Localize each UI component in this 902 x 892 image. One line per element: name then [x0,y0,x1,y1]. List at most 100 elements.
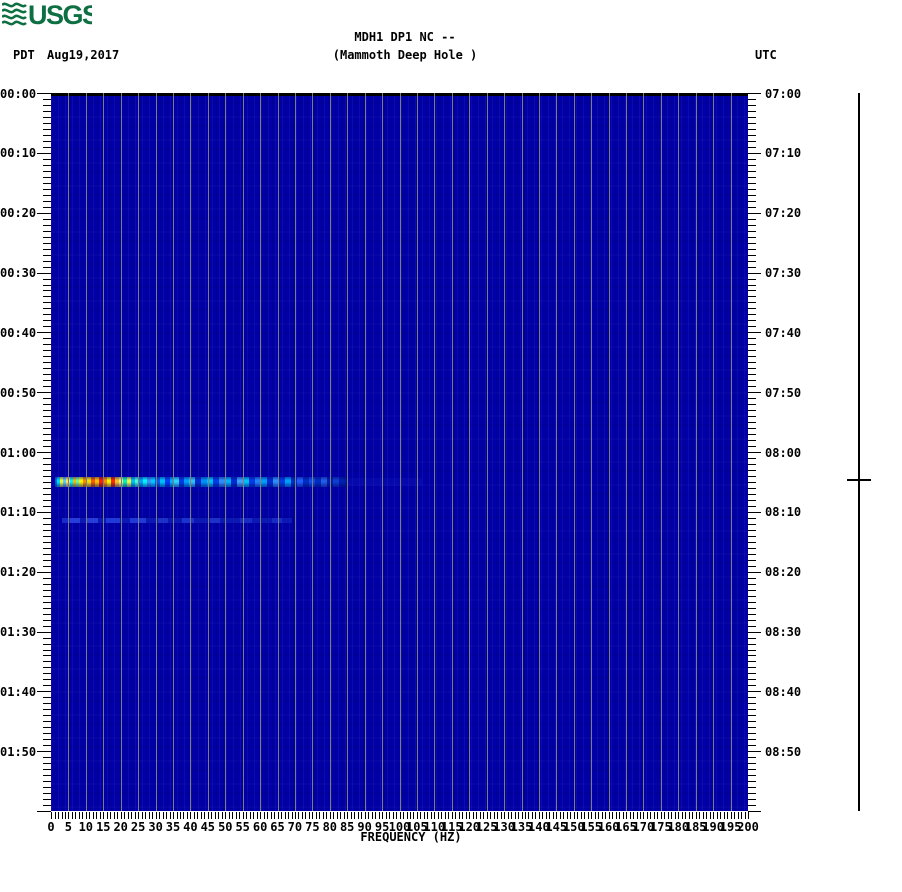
freq-minor-tick [427,812,429,819]
time-minor-tick [43,200,51,202]
time-minor-tick [748,733,756,735]
freq-minor-tick [54,812,56,819]
time-minor-tick [748,523,756,525]
freq-label: 195 [719,820,742,834]
time-minor-tick [748,200,756,202]
date-label: Aug19,2017 [47,48,120,62]
time-major-tick [748,272,761,274]
freq-minor-tick [148,812,150,819]
freq-minor-tick [64,812,66,819]
time-major-tick [748,631,761,633]
time-minor-tick [43,559,51,561]
time-minor-tick [748,667,756,669]
freq-label: 155 [580,820,603,834]
freq-minor-tick [737,812,739,819]
freq-minor-tick [134,812,136,819]
gridline [643,93,645,811]
freq-minor-tick [664,812,666,819]
freq-minor-tick [120,812,122,819]
freq-minor-tick [504,812,506,819]
gridline [260,93,262,811]
freq-minor-tick [155,812,157,819]
freq-label: 130 [493,820,515,834]
time-minor-tick [43,308,51,310]
gridline [695,93,697,811]
right-time-label: 08:30 [765,625,802,639]
right-time-label: 07:00 [765,86,802,101]
time-minor-tick [43,99,51,100]
time-minor-tick [748,481,756,483]
freq-minor-tick [200,812,202,819]
time-minor-tick [43,105,51,106]
time-major-tick [748,212,761,214]
freq-minor-tick [493,812,495,819]
time-major-tick [37,571,51,573]
time-major-tick [37,511,51,513]
freq-minor-tick [267,812,269,819]
freq-label: 75 [305,820,320,834]
time-minor-tick [748,170,756,172]
gridline [138,93,140,811]
time-minor-tick [748,499,756,501]
time-major-tick [37,212,51,214]
time-minor-tick [748,607,756,609]
spectrogram-plot[interactable] [51,93,748,811]
freq-label: 35 [165,820,181,834]
freq-minor-tick [385,812,387,819]
page-title: MDH1 DP1 NC -- [354,30,456,44]
usgs-logo[interactable]: USGS [2,1,92,27]
earthquake-signal-streak [55,477,347,487]
time-minor-tick [43,374,51,376]
scale-bar-event-tick [847,479,871,481]
time-minor-tick [43,727,51,729]
time-major-tick [37,93,51,94]
time-minor-tick [43,673,51,675]
freq-label: 185 [684,820,707,834]
time-minor-tick [748,362,756,364]
time-minor-tick [748,158,756,160]
time-minor-tick [43,464,51,465]
gridline [85,93,87,811]
time-minor-tick [43,290,51,292]
freq-minor-tick [263,812,265,819]
time-minor-tick [748,727,756,729]
time-minor-tick [748,224,756,226]
freq-minor-tick [448,812,450,819]
freq-minor-tick [298,812,300,819]
freq-minor-tick [507,812,509,819]
right-time-label: 07:10 [765,146,802,161]
gridline [538,93,540,811]
timezone-left-label: PDT [13,48,35,62]
time-minor-tick [748,745,756,747]
time-minor-tick [43,230,51,232]
time-minor-tick [43,643,51,645]
freq-label: 0 [47,820,55,834]
time-minor-tick [748,380,756,382]
freq-minor-tick [396,812,397,819]
time-minor-tick [748,787,756,789]
time-major-tick [748,751,761,753]
time-minor-tick [43,356,51,358]
time-minor-tick [43,679,51,681]
time-minor-tick [43,158,51,160]
freq-minor-tick [190,812,192,819]
gridline [312,93,314,811]
gridline [120,93,122,811]
freq-minor-tick [420,812,422,819]
freq-label: 80 [322,820,338,834]
time-minor-tick [43,703,51,705]
left-time-label: 01:40 [0,684,37,699]
gridline [277,93,279,811]
freq-minor-tick [622,812,624,819]
freq-label: 105 [406,820,428,834]
time-minor-tick [748,643,756,645]
freq-minor-tick [399,812,401,819]
freq-label: 90 [357,820,372,834]
time-minor-tick [43,757,51,759]
freq-minor-tick [270,812,272,819]
time-minor-tick [748,422,756,424]
freq-minor-tick [584,812,586,819]
freq-minor-tick [727,812,729,819]
freq-minor-tick [577,812,579,819]
time-minor-tick [748,464,756,465]
